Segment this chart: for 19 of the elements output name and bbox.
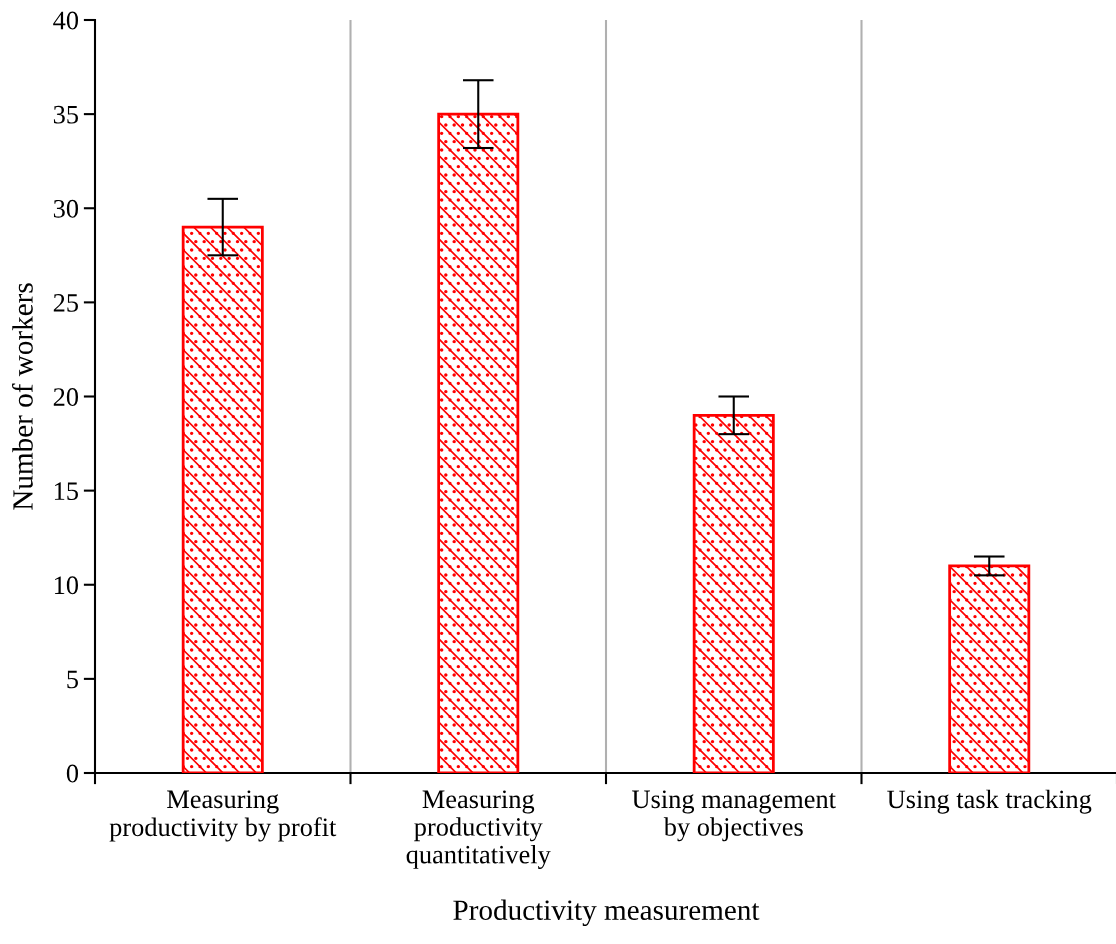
x-tick-label: Using task tracking: [887, 789, 1092, 814]
bar: [437, 112, 520, 773]
x-axis-title: Productivity measurement: [453, 899, 760, 927]
bar: [692, 413, 775, 773]
y-axis-title: Number of workers: [12, 283, 33, 510]
y-tick-label: 0: [66, 764, 79, 783]
x-tick-label: Using management by objectives: [632, 790, 836, 842]
y-tick-label: 5: [67, 670, 78, 689]
bar: [181, 225, 264, 773]
y-tick-label: 25: [53, 294, 78, 312]
y-tick-label: 20: [53, 388, 79, 406]
y-tick-label: 15: [54, 482, 78, 501]
y-tick-label: 10: [54, 576, 79, 595]
y-tick-label: 40: [53, 11, 79, 30]
bar: [948, 564, 1031, 773]
x-tick-label: Measuring productivity quantitatively: [406, 790, 551, 869]
y-tick-label: 30: [53, 199, 79, 218]
x-tick-label: Measuring productivity by profit: [109, 790, 337, 842]
y-tick-label: 35: [53, 105, 78, 124]
